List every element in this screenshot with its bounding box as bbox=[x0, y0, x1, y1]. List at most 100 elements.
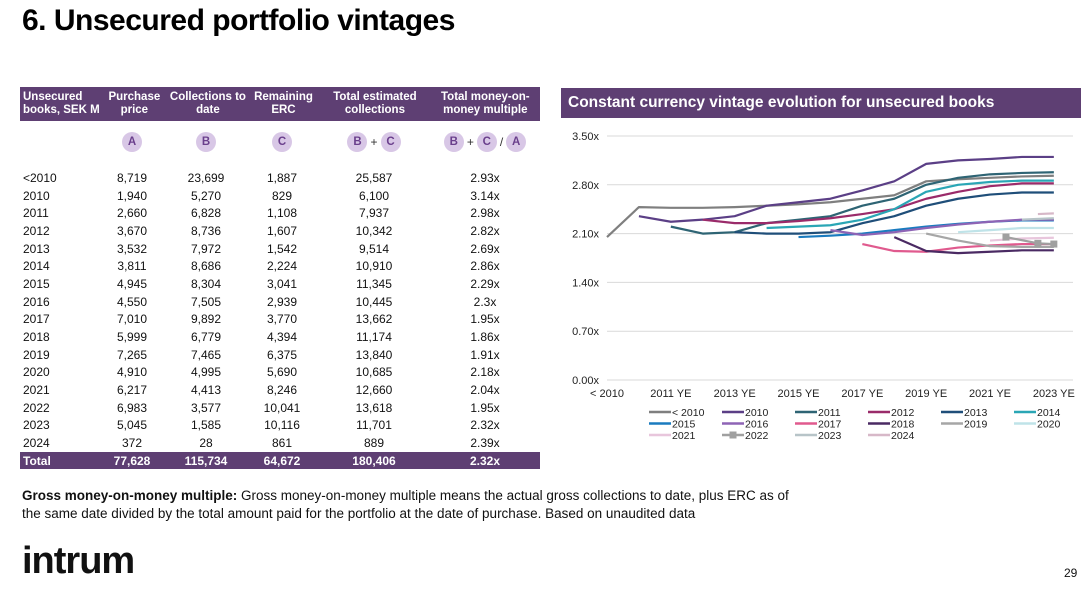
cell-purchase: 4,945 bbox=[116, 276, 148, 291]
row-label: 2019 bbox=[23, 347, 50, 362]
cell-purchase: 6,983 bbox=[116, 400, 148, 415]
letter-a-badge: A bbox=[506, 132, 527, 152]
cell-multiple: 2.69x bbox=[470, 241, 500, 256]
row-label: 2012 bbox=[23, 223, 50, 238]
cell-total: 13,618 bbox=[355, 400, 393, 415]
table-row: 2019 7,265 7,465 6,375 13,840 1.91x bbox=[20, 346, 540, 364]
cell-erc: 1,887 bbox=[266, 170, 298, 185]
legend-label: 2018 bbox=[891, 419, 915, 431]
page-number: 29 bbox=[1064, 566, 1078, 580]
series-marker bbox=[1002, 233, 1010, 241]
table-row: 2016 4,550 7,505 2,939 10,445 2.3x bbox=[20, 293, 540, 311]
series-line-2013 bbox=[734, 191, 1054, 235]
table-total-row: Total 77,628 115,734 64,672 180,406 2.32… bbox=[20, 452, 540, 469]
legend-label: 2022 bbox=[745, 430, 769, 442]
cell-multiple: 2.32x bbox=[470, 418, 500, 433]
row-label: 2023 bbox=[23, 418, 50, 433]
legend-label: 2011 bbox=[818, 407, 841, 419]
cell-multiple: 2.98x bbox=[470, 206, 500, 221]
legend-label: 2017 bbox=[818, 419, 842, 431]
series-line-2016 bbox=[830, 218, 1054, 237]
cell-erc: 10,041 bbox=[263, 400, 301, 415]
legend-label: 2019 bbox=[964, 419, 988, 431]
series-line-2020 bbox=[958, 226, 1054, 234]
cell-erc: 10,116 bbox=[264, 418, 300, 433]
series-line-2019 bbox=[925, 232, 1054, 248]
cell-multiple: 2.3x bbox=[473, 294, 497, 309]
series-line-2014 bbox=[766, 179, 1054, 230]
row-label: 2017 bbox=[23, 312, 50, 327]
legend-label: 2021 bbox=[672, 430, 696, 442]
y-tick-label: 2.80x bbox=[572, 180, 599, 192]
cell-collections: 8,304 bbox=[190, 276, 222, 291]
cell-collections: 5,270 bbox=[190, 188, 222, 203]
series-line-2024 bbox=[1037, 212, 1054, 216]
cell-erc: 1,607 bbox=[266, 223, 298, 238]
series-marker bbox=[1050, 240, 1058, 248]
x-tick-label: 2021 YE bbox=[969, 388, 1011, 400]
table-header: Unsecured books, SEK M Purchase price Co… bbox=[20, 87, 540, 121]
cell-multiple: 2.39x bbox=[470, 436, 500, 451]
total-estimated: 180,406 bbox=[352, 453, 396, 468]
letter-b-badge: B bbox=[196, 132, 216, 152]
legend-label: < 2010 bbox=[672, 407, 705, 419]
cell-multiple: 1.86x bbox=[470, 330, 500, 345]
footnote-text: Gross money-on-money multiple means the … bbox=[22, 488, 789, 521]
letter-c-badge: C bbox=[380, 132, 401, 152]
cell-total: 7,937 bbox=[358, 206, 390, 221]
cell-total: 13,840 bbox=[355, 347, 393, 362]
cell-multiple: 3.14x bbox=[470, 188, 500, 203]
cell-erc: 3,770 bbox=[266, 312, 298, 327]
row-label: 2021 bbox=[23, 383, 50, 398]
x-tick-label: < 2010 bbox=[590, 388, 624, 400]
legend-marker bbox=[729, 431, 737, 439]
cell-purchase: 5,045 bbox=[116, 418, 148, 433]
cell-total: 10,685 bbox=[355, 365, 393, 380]
series-line-2018 bbox=[893, 236, 1054, 255]
row-label: 2020 bbox=[23, 365, 50, 380]
cell-purchase: 4,910 bbox=[116, 365, 148, 380]
cell-collections: 4,413 bbox=[190, 383, 222, 398]
cell-total: 9,514 bbox=[358, 241, 390, 256]
cell-erc: 6,375 bbox=[266, 347, 298, 362]
cell-erc: 829 bbox=[271, 188, 293, 203]
total-multiple: 2.32x bbox=[469, 453, 501, 468]
y-tick-label: 0.00x bbox=[572, 375, 599, 387]
intrum-logo: intrum bbox=[22, 540, 135, 582]
x-tick-label: 2013 YE bbox=[714, 388, 756, 400]
row-label: 2024 bbox=[23, 436, 50, 451]
cell-total: 10,910 bbox=[355, 259, 393, 274]
cell-multiple: 2.18x bbox=[470, 365, 500, 380]
legend-label: 2024 bbox=[891, 430, 915, 442]
table-row: 2010 1,940 5,270 829 6,100 3.14x bbox=[20, 187, 540, 205]
cell-purchase: 7,010 bbox=[116, 312, 148, 327]
row-label: 2014 bbox=[23, 259, 50, 274]
y-tick-label: 2.10x bbox=[572, 229, 599, 241]
table-row: 2024 372 28 861 889 2.39x bbox=[20, 434, 540, 452]
cell-collections: 7,465 bbox=[190, 347, 222, 362]
cell-multiple: 2.82x bbox=[470, 223, 500, 238]
row-label: 2018 bbox=[23, 330, 50, 345]
table-row: 2021 6,217 4,413 8,246 12,660 2.04x bbox=[20, 381, 540, 399]
x-tick-label: 2011 YE bbox=[650, 388, 691, 400]
row-label: 2015 bbox=[23, 276, 50, 291]
cell-purchase: 3,670 bbox=[116, 223, 148, 238]
table-row: 2018 5,999 6,779 4,394 11,174 1.86x bbox=[20, 328, 540, 346]
cell-multiple: 2.04x bbox=[470, 383, 500, 398]
divide-operator: / bbox=[499, 135, 504, 149]
total-collections: 115,734 bbox=[184, 453, 228, 468]
cell-total: 6,100 bbox=[358, 188, 390, 203]
series-line-2010 bbox=[638, 155, 1054, 223]
legend-label: 2010 bbox=[745, 407, 769, 419]
cell-collections: 1,585 bbox=[190, 418, 222, 433]
series-line-2021 bbox=[989, 236, 1054, 242]
cell-total: 25,587 bbox=[355, 170, 393, 185]
row-label: 2013 bbox=[23, 241, 50, 256]
total-label: Total bbox=[23, 453, 51, 468]
cell-erc: 2,224 bbox=[266, 259, 298, 274]
row-label: <2010 bbox=[23, 170, 57, 185]
legend-label: 2012 bbox=[891, 407, 915, 419]
x-tick-label: 2023 YE bbox=[1033, 388, 1075, 400]
cell-collections: 3,577 bbox=[190, 400, 222, 415]
table-body: <2010 8,719 23,699 1,887 25,587 2.93x 2010 1,94… bbox=[20, 169, 540, 452]
